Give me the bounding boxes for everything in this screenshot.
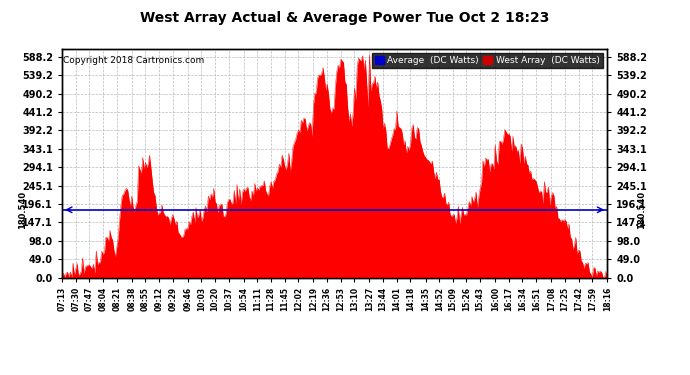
Text: West Array Actual & Average Power Tue Oct 2 18:23: West Array Actual & Average Power Tue Oc… <box>140 11 550 25</box>
Text: 180.540: 180.540 <box>637 191 646 229</box>
Text: Copyright 2018 Cartronics.com: Copyright 2018 Cartronics.com <box>63 56 204 64</box>
Legend: Average  (DC Watts), West Array  (DC Watts): Average (DC Watts), West Array (DC Watts… <box>372 53 602 68</box>
Text: 180.540: 180.540 <box>18 191 27 229</box>
